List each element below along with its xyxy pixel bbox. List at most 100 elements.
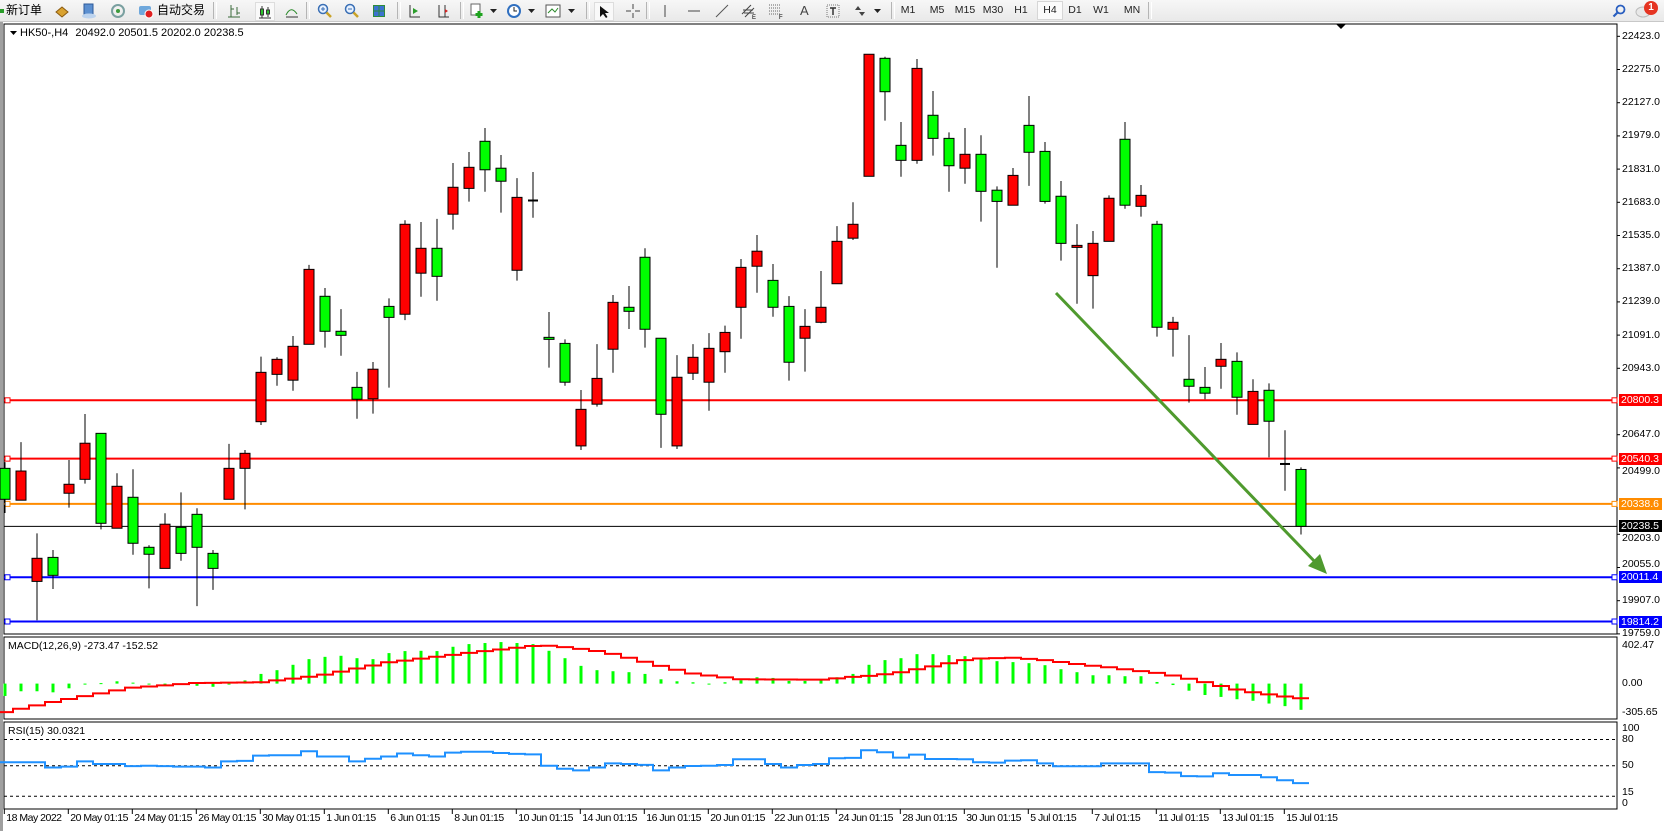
price-axis-label: 20647.0 [1622,428,1660,441]
arrows-dropdown-icon[interactable] [872,2,882,19]
candle [191,508,203,607]
macd-histogram-bar [1299,683,1303,710]
signals-icon[interactable] [109,2,127,19]
time-axis-label: 1 Jun 01:15 [326,812,376,824]
new-order-button[interactable]: 新订单 [6,3,43,17]
tile-windows-icon[interactable] [370,2,388,19]
candle-body [1247,390,1259,425]
timeframe-h4[interactable]: H4 [1037,1,1063,20]
candle [1007,167,1019,206]
time-axis-label: 30 May 01:15 [262,812,320,824]
search-icon[interactable] [1610,2,1628,19]
ohlc-close: 20238.5 [203,27,244,39]
macd-histogram-bar [355,658,359,684]
templates-dropdown-icon[interactable] [566,2,576,19]
candle [0,462,11,513]
text-label-icon[interactable] [824,2,842,19]
indicators-dropdown-icon[interactable] [488,2,498,19]
arrows-icon[interactable] [851,2,869,19]
periods-dropdown-icon[interactable] [526,2,536,19]
bar-chart-icon[interactable] [225,2,243,19]
chart-window[interactable] [0,22,1664,831]
zoom-out-icon[interactable] [343,2,361,19]
candle [383,298,395,388]
timeframe-h1[interactable]: H1 [1014,4,1028,16]
candle [367,362,379,414]
templates-icon[interactable] [544,2,562,19]
cursor-icon[interactable] [594,2,614,21]
macd-histogram-bar [627,672,631,684]
auto-scroll-icon[interactable] [405,2,423,19]
indicators-icon[interactable] [468,2,486,19]
candle [1280,430,1290,491]
candle-body [975,153,987,192]
macd-histogram-bar [867,664,871,684]
candle-body [223,467,235,500]
timeframe-d1[interactable]: D1 [1068,4,1082,16]
notification-badge[interactable]: 1 [1644,1,1658,15]
toolbar-separator [460,2,464,19]
macd-histogram-bar [51,683,55,693]
equidistant-channel-icon[interactable]: E [740,2,758,19]
candlestick-icon[interactable] [255,2,275,21]
candle-body [543,336,555,340]
time-axis-label: 11 Jul 01:15 [1158,812,1209,824]
timeframe-m30[interactable]: M30 [982,4,1004,16]
main-panel-frame [3,23,1618,635]
candle-body [831,240,843,285]
fibonacci-icon[interactable]: F [767,2,785,19]
horizontal-line-icon[interactable] [685,2,703,19]
candle [1183,335,1195,403]
trendline-icon[interactable] [713,2,731,19]
level-anchor-icon [1611,397,1618,404]
candle-body [735,266,747,308]
candle-body [287,345,299,381]
symbol-menu-triangle-icon[interactable] [10,31,17,35]
candle [591,344,603,407]
candle [223,443,235,500]
toolbar-separator [213,2,217,19]
auto-trading-icon[interactable] [137,2,155,19]
candle [511,178,523,281]
periods-icon[interactable] [505,2,523,19]
level-price-tag: 20338.6 [1619,497,1662,510]
level-anchor-icon [4,574,11,581]
level-anchor-icon [4,397,11,404]
timeframe-w1[interactable]: W1 [1093,4,1109,16]
level-price-tag: 20540.3 [1619,452,1662,465]
macd-histogram-bar [851,673,855,684]
candle-body [47,556,59,576]
line-chart-icon[interactable] [283,2,301,19]
candle [528,172,538,218]
timeframe-m1[interactable]: M1 [900,4,916,16]
candle [415,222,427,297]
trend-arrow-line[interactable] [1054,291,1320,567]
new-order-icon[interactable] [0,2,6,19]
chart-shift-marker-icon[interactable] [1336,24,1346,29]
candle [319,287,331,348]
candle [271,357,283,386]
macd-histogram-bar [131,682,135,684]
candle-body [159,523,171,569]
macd-histogram-bar [883,660,887,684]
candle-body [175,526,187,554]
trend-arrow[interactable] [1054,291,1327,574]
chart-shift-icon[interactable] [434,2,452,19]
timeframe-m5[interactable]: M5 [929,4,945,16]
zoom-in-icon[interactable] [316,2,334,19]
market-watch-icon[interactable] [53,2,71,19]
macd-histogram-bar [739,680,743,684]
vertical-line-icon[interactable] [656,2,674,19]
price-axis-label: 21979.0 [1622,129,1660,142]
candle-body [495,167,507,182]
candle-body [79,442,91,480]
timeframe-m15[interactable]: M15 [954,4,976,16]
price-axis-label: 19759.0 [1622,627,1660,640]
navigator-icon[interactable] [80,2,98,19]
macd-signal-value: -152.52 [122,640,159,652]
timeframe-mn[interactable]: MN [1123,4,1141,16]
crosshair-icon[interactable] [624,2,642,19]
text-tool-button[interactable]: A [800,3,809,18]
auto-trading-button[interactable]: 自动交易 [157,3,206,17]
